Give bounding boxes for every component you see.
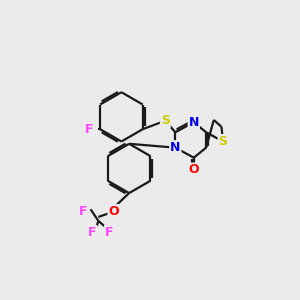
Text: N: N	[170, 141, 181, 154]
Text: F: F	[79, 205, 87, 218]
Text: F: F	[105, 226, 113, 239]
Text: O: O	[188, 164, 199, 176]
Text: F: F	[88, 226, 96, 239]
Text: N: N	[189, 116, 199, 129]
Text: O: O	[108, 205, 119, 218]
Text: S: S	[161, 114, 170, 127]
Text: S: S	[218, 135, 228, 148]
Text: F: F	[85, 123, 94, 136]
